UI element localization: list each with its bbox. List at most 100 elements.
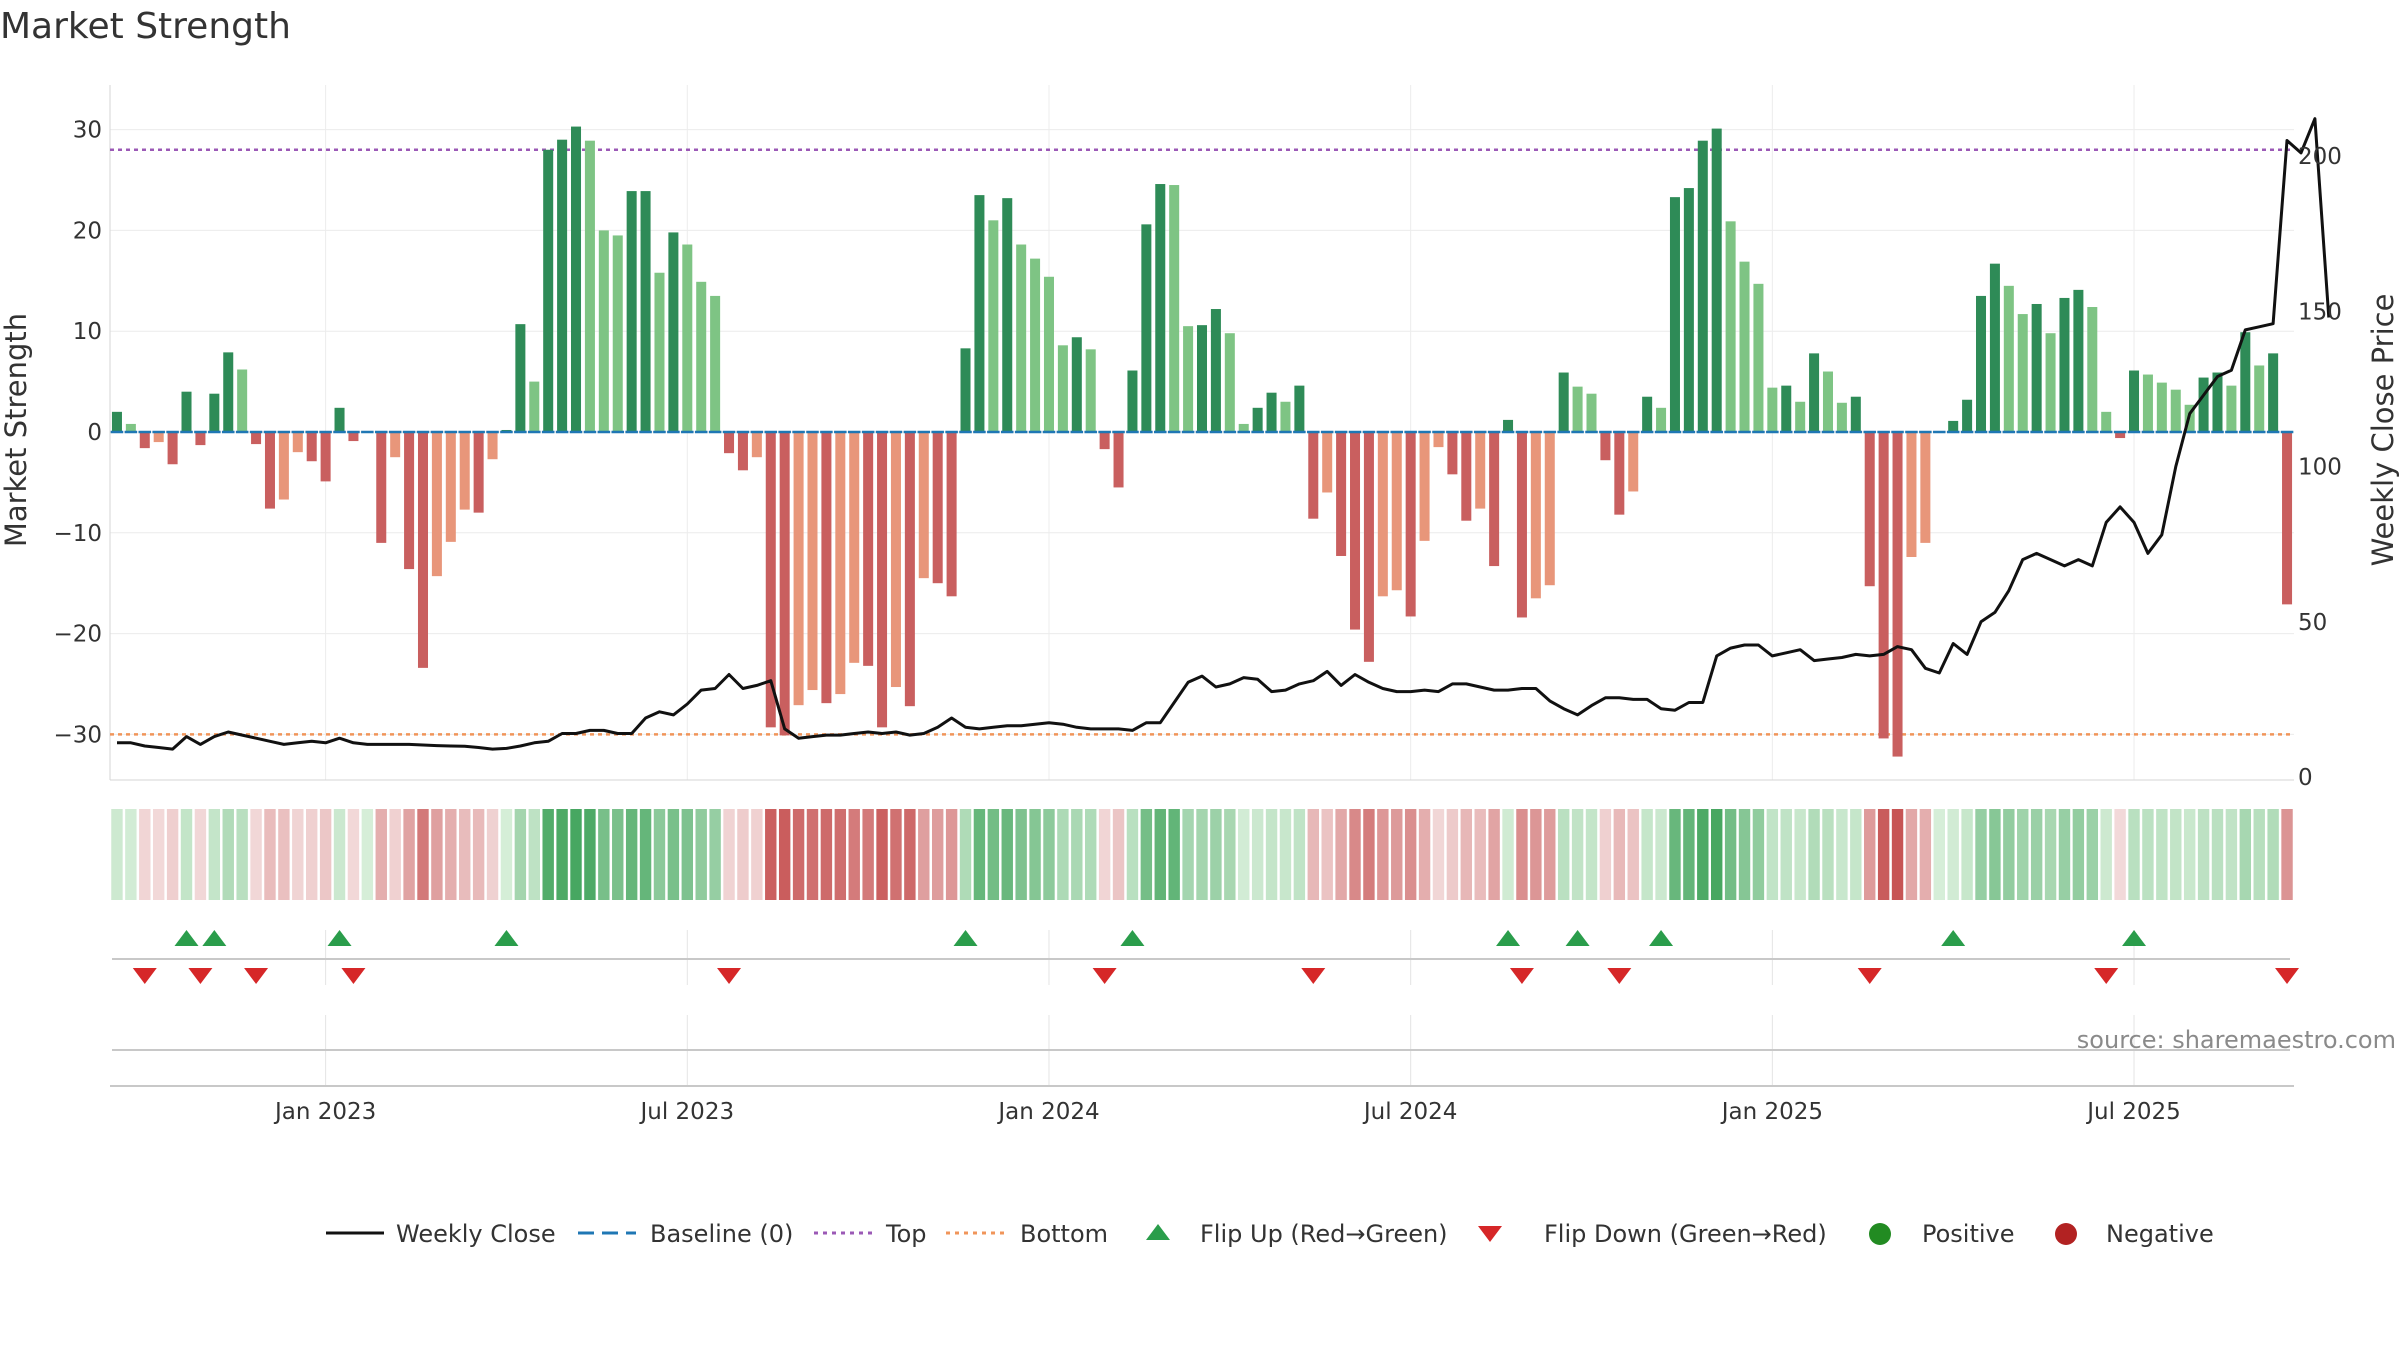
strength-bar-66 — [1030, 258, 1041, 432]
flip-down-marker-9 — [1857, 968, 1882, 984]
heat-cell-2 — [139, 809, 151, 900]
strength-bar-98 — [1475, 432, 1486, 509]
strength-bar-64 — [1002, 198, 1013, 432]
heat-cell-54 — [862, 809, 874, 900]
strength-bar-4 — [167, 432, 178, 465]
heat-cell-120 — [1780, 809, 1792, 900]
strength-bar-110 — [1642, 396, 1653, 432]
strength-bar-42 — [696, 281, 707, 432]
heat-cell-135 — [1989, 809, 2001, 900]
left-tick-label-4: −10 — [53, 521, 102, 547]
flip-up-marker-5 — [1120, 930, 1145, 946]
strength-bar-36 — [612, 235, 623, 432]
heat-cell-97 — [1460, 809, 1473, 900]
strength-bar-148 — [2170, 389, 2181, 432]
strength-bar-24 — [445, 432, 456, 542]
strength-bar-122 — [1809, 353, 1820, 432]
flip-down-marker-8 — [1607, 968, 1632, 984]
heat-cell-126 — [1864, 809, 1876, 900]
heat-cell-129 — [1905, 809, 1918, 900]
x-axis-ticks: Jan 2023 Jul 2023 Jan 2024 Jul 2024 Jan 2025… — [273, 1099, 2181, 1125]
heat-cell-10 — [250, 809, 262, 900]
right-tick-label-2: 100 — [2298, 455, 2342, 481]
heat-cell-115 — [1710, 809, 1723, 900]
heat-cell-20 — [389, 809, 401, 900]
left-axis-ticks: 30 20 10 0 −10 −20 −30 — [53, 118, 102, 749]
heat-cell-153 — [2239, 809, 2252, 900]
heat-cell-72 — [1112, 809, 1125, 900]
heat-cell-23 — [431, 809, 443, 900]
strength-bar-141 — [2073, 289, 2084, 432]
strength-bar-55 — [877, 432, 888, 728]
heat-cell-8 — [222, 809, 234, 900]
strength-bar-102 — [1530, 432, 1541, 599]
heat-cell-93 — [1404, 809, 1417, 900]
weekly-close-series — [117, 117, 2331, 751]
strength-bar-114 — [1697, 140, 1708, 433]
heat-cell-24 — [445, 809, 457, 900]
strength-bar-128 — [1892, 432, 1903, 757]
heat-cell-33 — [570, 809, 582, 900]
heat-cell-110 — [1641, 809, 1653, 900]
flip-down-marker-1 — [188, 968, 213, 984]
flip-down-marker-3 — [341, 968, 366, 984]
legend-baseline-label: Baseline (0) — [650, 1220, 793, 1248]
heat-cell-0 — [111, 809, 123, 900]
heat-cell-64 — [1001, 809, 1013, 900]
heat-cell-87 — [1321, 809, 1333, 900]
flip-down-marker-6 — [1301, 968, 1326, 984]
strength-bar-75 — [1155, 184, 1166, 432]
x-tick-label-5: Jul 2025 — [2085, 1099, 2181, 1125]
heat-cell-40 — [667, 809, 680, 900]
strength-bar-69 — [1071, 337, 1082, 432]
strength-bar-136 — [2003, 285, 2014, 432]
strength-bar-48 — [779, 432, 790, 736]
heat-cell-47 — [765, 809, 777, 900]
legend: Weekly Close Baseline (0) Top Bottom Fli… — [326, 1220, 2214, 1248]
heat-cell-26 — [472, 809, 485, 900]
heat-cell-86 — [1307, 809, 1319, 900]
heat-cell-35 — [598, 809, 610, 900]
heat-cell-60 — [945, 809, 958, 900]
strength-heat-strip — [111, 809, 2293, 900]
right-tick-label-0: 200 — [2298, 144, 2342, 170]
heat-cell-116 — [1724, 809, 1737, 900]
flip-down-marker-0 — [132, 968, 157, 984]
right-tick-label-3: 50 — [2298, 610, 2327, 636]
heat-cell-84 — [1279, 809, 1292, 900]
heat-cell-63 — [987, 809, 1000, 900]
strength-bar-119 — [1767, 387, 1778, 432]
strength-bar-15 — [320, 432, 331, 482]
strength-bar-13 — [292, 432, 303, 453]
right-axis-ticks: 200 150 100 50 0 — [2298, 144, 2342, 791]
strength-bar-8 — [223, 352, 234, 432]
left-tick-label-6: −30 — [53, 722, 102, 748]
strength-bar-12 — [278, 432, 289, 500]
heat-cell-103 — [1544, 809, 1556, 900]
heat-cell-88 — [1335, 809, 1347, 900]
heat-cell-14 — [306, 809, 318, 900]
heat-cell-71 — [1098, 809, 1111, 900]
strength-bar-45 — [737, 432, 748, 471]
heat-cell-46 — [751, 809, 763, 900]
heat-cell-76 — [1168, 809, 1180, 900]
heat-cell-70 — [1085, 809, 1097, 900]
heat-cell-18 — [361, 809, 374, 900]
heat-cell-68 — [1057, 809, 1069, 900]
strength-bar-34 — [584, 140, 595, 433]
strength-bar-7 — [209, 393, 220, 432]
strength-bar-6 — [195, 432, 206, 446]
flip-down-marker-7 — [1509, 968, 1534, 984]
heat-cell-5 — [180, 809, 193, 900]
strength-bar-83 — [1266, 392, 1277, 432]
heat-cell-53 — [848, 809, 860, 900]
heat-cell-30 — [528, 809, 540, 900]
strength-bar-107 — [1600, 432, 1611, 461]
heat-cell-80 — [1224, 809, 1236, 900]
strength-bar-151 — [2212, 372, 2223, 432]
strength-bar-78 — [1196, 325, 1208, 432]
flip-up-marker-9 — [1941, 930, 1966, 946]
grid-lines — [109, 85, 2294, 1087]
heat-cell-81 — [1238, 809, 1250, 900]
flip-down-marker-11 — [2275, 968, 2300, 984]
